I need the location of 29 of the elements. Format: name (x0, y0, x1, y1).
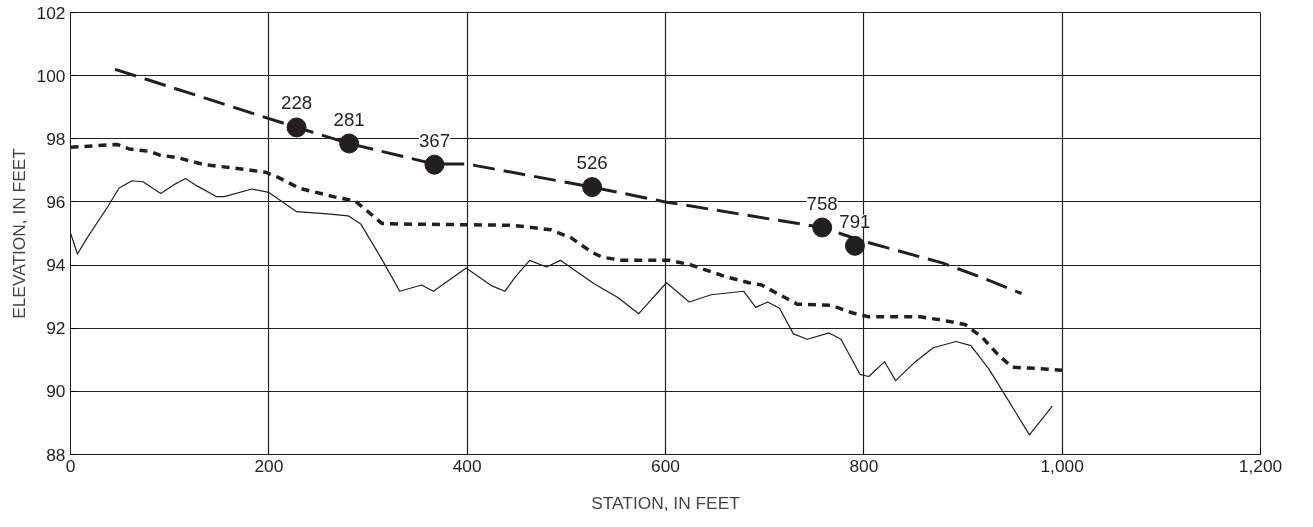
x-tick-label: 1,200 (1238, 455, 1283, 476)
annotation: 526 (576, 152, 608, 174)
x-axis-title: STATION, IN FEET (591, 492, 741, 513)
annotation: 367 (418, 129, 451, 151)
x-tick-label: 800 (849, 455, 879, 476)
x-tick-label: 600 (651, 455, 680, 476)
y-tick-label: 102 (36, 2, 66, 23)
point (339, 133, 360, 154)
point (844, 235, 865, 256)
y-tick-label: 98 (46, 128, 66, 149)
y-tick-label: 92 (46, 318, 66, 339)
annotation: 758 (806, 192, 838, 214)
x-tick-label: 200 (254, 455, 284, 476)
annotation: 791 (839, 210, 871, 232)
point (812, 217, 833, 238)
y-tick-label: 94 (46, 255, 66, 276)
point (582, 177, 603, 198)
annotation: 228 (281, 92, 313, 114)
x-tick-label: 1,000 (1040, 455, 1084, 476)
y-tick-label: 96 (46, 191, 66, 212)
x-tick-label: 400 (452, 455, 482, 476)
y-tick-label: 90 (46, 381, 66, 402)
y-axis-title: ELEVATION, IN FEET (8, 147, 29, 319)
y-tick-label: 88 (46, 444, 66, 465)
y-tick-label: 100 (36, 65, 66, 86)
annotation: 281 (333, 108, 365, 130)
x-tick-label: 0 (65, 455, 76, 476)
point (286, 117, 307, 138)
point (424, 154, 445, 175)
